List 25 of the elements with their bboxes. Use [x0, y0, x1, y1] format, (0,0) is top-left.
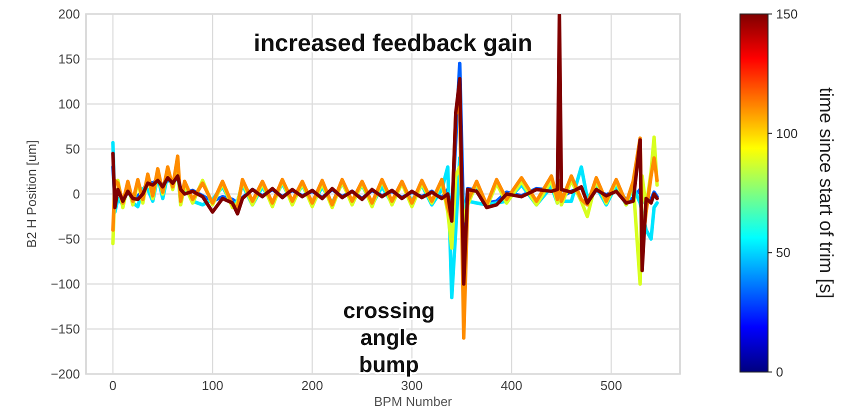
x-tick-label: 500: [600, 378, 622, 393]
y-tick-label: −200: [50, 366, 80, 382]
y-tick-label: 0: [72, 186, 80, 202]
x-axis-title: BPM Number: [374, 394, 453, 409]
color-bar-title: time since start of trim [s]: [815, 87, 836, 299]
x-tick-label: 200: [301, 378, 324, 393]
y-tick-label: −50: [58, 232, 80, 246]
x-tick-label: 300: [401, 378, 423, 393]
x-tick-label: 100: [202, 378, 224, 393]
y-tick-label: 200: [58, 6, 80, 22]
color-bar-label: 0: [776, 364, 784, 380]
color-bar-label: 50: [776, 245, 790, 260]
x-tick-label: 400: [500, 378, 522, 393]
annotation: crossing angle bump: [343, 298, 435, 377]
annotation: increased feedback gain: [254, 30, 532, 57]
x-tick-label: 0: [109, 378, 117, 393]
color-bar-label: 100: [776, 126, 798, 141]
y-tick-label: 150: [58, 52, 80, 66]
color-bar-label: 150: [776, 6, 798, 22]
y-tick-label: −150: [50, 322, 80, 336]
y-tick-label: 100: [58, 96, 80, 112]
line-series: [111, 14, 659, 286]
y-tick-label: 50: [66, 142, 80, 156]
y-tick-label: −100: [50, 276, 80, 292]
y-axis-title: B2 H Position [um]: [24, 140, 39, 248]
